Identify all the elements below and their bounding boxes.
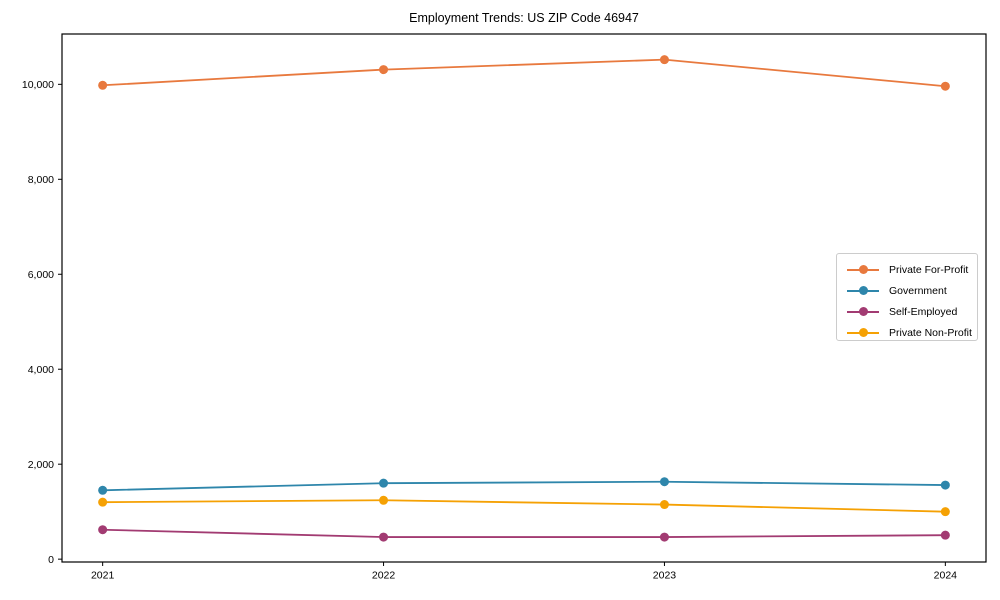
legend-label: Private For-Profit — [889, 263, 969, 276]
x-tick-label: 2024 — [934, 570, 958, 582]
y-tick-label: 4,000 — [28, 364, 54, 376]
y-tick-label: 0 — [48, 554, 54, 566]
series-line-self-employed — [102, 528, 946, 538]
series-line-private-non-profit — [102, 499, 946, 513]
series-marker-government — [379, 478, 389, 488]
series-line-private-for-profit — [102, 58, 946, 88]
legend-line-marker-icon — [847, 265, 879, 274]
chart-title: Employment Trends: US ZIP Code 46947 — [409, 11, 639, 25]
legend-line-marker-icon — [847, 328, 879, 337]
series-marker-private-for-profit — [940, 81, 950, 91]
legend-item-private-for-profit: Private For-Profit — [847, 259, 977, 280]
legend-label: Private Non-Profit — [889, 326, 972, 339]
legend-item-private-non-profit: Private Non-Profit — [847, 322, 977, 343]
y-tick-label: 10,000 — [22, 79, 54, 91]
y-tick-label: 8,000 — [28, 174, 54, 186]
plot-border — [61, 33, 987, 563]
series-marker-private-non-profit — [940, 507, 950, 517]
series-marker-self-employed — [659, 532, 669, 542]
series-marker-self-employed — [98, 525, 108, 535]
legend-label: Self-Employed — [889, 305, 958, 318]
legend: Private For-Profit Government Self-Employe… — [836, 253, 978, 341]
x-tick-label: 2021 — [91, 570, 115, 582]
x-tick-label: 2022 — [372, 570, 396, 582]
legend-item-government: Government — [847, 280, 977, 301]
series-marker-private-non-profit — [659, 500, 669, 510]
series-marker-government — [98, 485, 108, 495]
x-tick-label: 2023 — [653, 570, 677, 582]
series-marker-self-employed — [379, 532, 389, 542]
series-marker-private-non-profit — [379, 495, 389, 505]
series-marker-government — [940, 480, 950, 490]
legend-item-self-employed: Self-Employed — [847, 301, 977, 322]
y-tick-label: 6,000 — [28, 269, 54, 281]
series-marker-private-for-profit — [98, 80, 108, 90]
legend-line-marker-icon — [847, 286, 879, 295]
series-marker-private-for-profit — [659, 55, 669, 65]
legend-line-marker-icon — [847, 307, 879, 316]
series-marker-self-employed — [940, 530, 950, 540]
y-tick-label: 2,000 — [28, 459, 54, 471]
series-marker-private-for-profit — [379, 65, 389, 75]
series-marker-private-non-profit — [98, 497, 108, 507]
legend-label: Government — [889, 284, 947, 297]
series-marker-government — [659, 477, 669, 487]
series-line-government — [102, 480, 946, 492]
